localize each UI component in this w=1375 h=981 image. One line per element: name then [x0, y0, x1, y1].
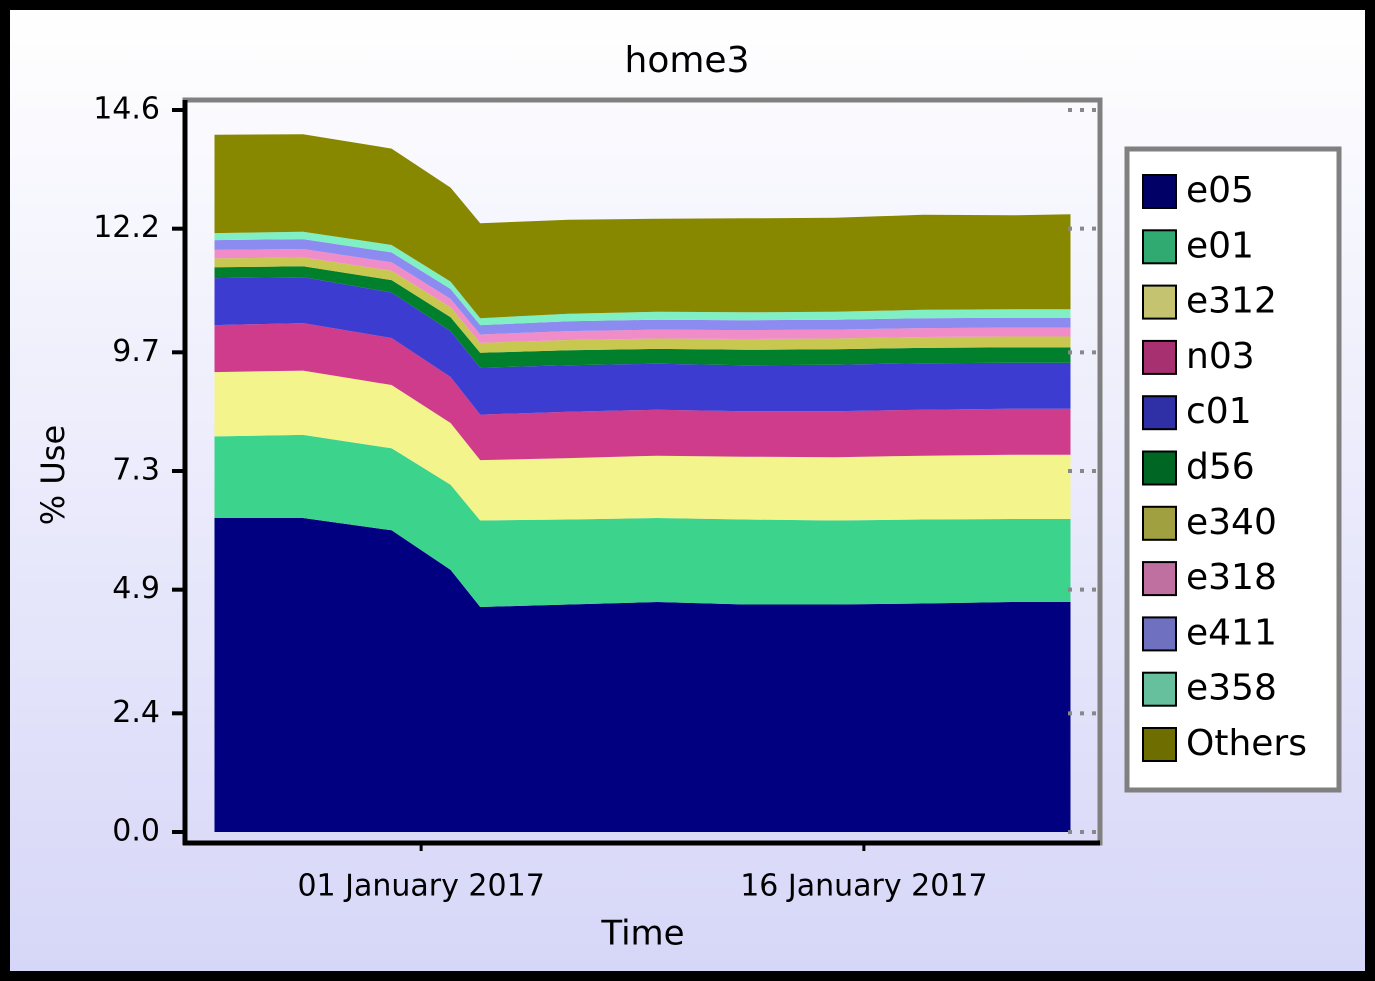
legend-swatch	[1142, 339, 1177, 375]
y-tick-label: 0.0	[112, 814, 160, 849]
y-tick-label: 2.4	[112, 695, 160, 730]
legend-label: Others	[1186, 723, 1307, 764]
chart-title: home3	[625, 40, 750, 81]
legend-label: c01	[1186, 391, 1252, 432]
legend-swatch	[1142, 727, 1177, 762]
x-axis-label: Time	[600, 914, 684, 954]
area	[214, 277, 1071, 415]
area	[214, 257, 1071, 353]
y-tick-label: 14.6	[93, 92, 160, 127]
x-tick-label: 01 January 2017	[297, 869, 544, 904]
area	[214, 323, 1071, 461]
legend-swatch	[1142, 284, 1177, 320]
legend-swatch	[1142, 616, 1177, 652]
area	[214, 370, 1071, 521]
legend-label: e01	[1186, 225, 1254, 266]
legend-label: e312	[1186, 281, 1277, 322]
y-tick-label: 4.9	[112, 571, 160, 606]
legend-swatch	[1142, 229, 1177, 265]
area	[214, 266, 1071, 368]
plot-area	[214, 134, 1071, 832]
area	[214, 231, 1071, 326]
legend-swatch	[1142, 561, 1177, 597]
y-tick-label: 7.3	[112, 453, 160, 488]
legend-swatch	[1142, 450, 1177, 486]
y-tick-label: 9.7	[112, 334, 160, 369]
legend-swatch	[1142, 174, 1177, 209]
legend-label: e05	[1186, 170, 1254, 211]
legend-label: e358	[1186, 668, 1277, 709]
area	[214, 249, 1071, 343]
y-tick-label: 12.2	[93, 210, 160, 245]
legend-swatch	[1142, 395, 1177, 431]
legend-label: n03	[1186, 336, 1255, 377]
legend-label: d56	[1186, 447, 1255, 488]
legend-label: e411	[1186, 612, 1277, 653]
legend-swatch	[1142, 671, 1177, 707]
legend-label: e318	[1186, 557, 1277, 598]
area	[214, 134, 1071, 319]
area	[214, 518, 1071, 832]
x-tick-label: 16 January 2017	[740, 869, 987, 904]
area	[214, 239, 1071, 335]
legend-items: e05 e01 e312 n03 c01 d56 e340 e318 e411 e358 Other…	[1142, 170, 1307, 764]
y-axis-label: % Use	[34, 425, 72, 525]
legend-swatch	[1142, 505, 1177, 541]
legend-label: e340	[1186, 502, 1277, 543]
area	[214, 434, 1071, 607]
